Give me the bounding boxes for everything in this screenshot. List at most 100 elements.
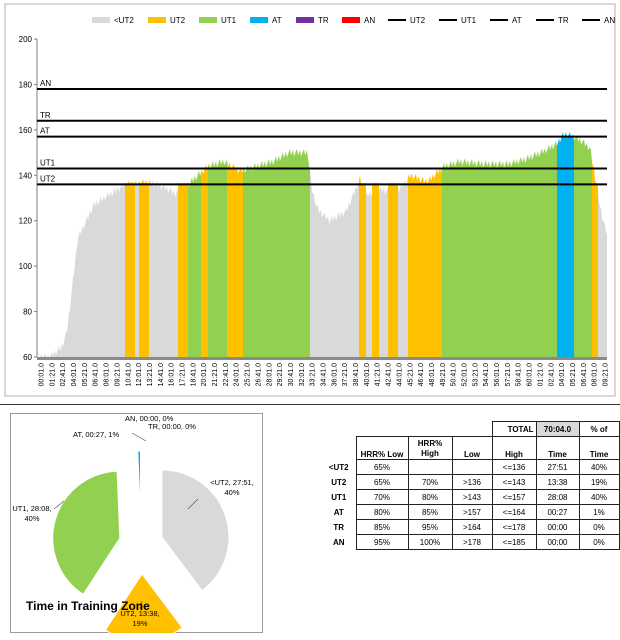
x-tick-label: 05:21.0	[570, 363, 577, 386]
bpm-high: <=136	[491, 459, 537, 475]
x-tick-label: 29:21.0	[277, 363, 284, 386]
table-row: TR 85% 95% >164 <=178 00:00 0%	[322, 519, 620, 535]
x-axis-baseline	[37, 357, 607, 360]
hrr-high: 100%	[407, 534, 453, 550]
header-high: High	[491, 436, 537, 460]
zone-area	[208, 159, 227, 357]
hrr-high: 70%	[407, 474, 453, 490]
header-hrr-low: HRR% Low	[355, 436, 409, 460]
legend-entry-ut2-fill: UT2	[148, 16, 186, 25]
x-tick-label: 54:41.0	[483, 363, 490, 386]
zone-segment-lt-ut2	[379, 185, 388, 357]
legend-swatch	[342, 17, 360, 23]
legend-label: TR	[558, 16, 569, 25]
x-tick-label: 16:01.0	[169, 363, 176, 386]
threshold-tr: TR	[37, 111, 607, 122]
bpm-low: >178	[451, 534, 493, 550]
hrr-high: 85%	[407, 504, 453, 520]
pie-leader-line	[53, 500, 65, 510]
pie-leader-line	[187, 498, 199, 510]
zone-pct: 1%	[578, 504, 620, 520]
x-tick-label: 40:01.0	[364, 363, 371, 386]
pie-slice-ut2: UT2, 13:38, 19%	[104, 573, 183, 633]
x-tick-label: 06:41.0	[581, 363, 588, 386]
threshold-label: UT2	[40, 174, 56, 183]
zone-segment-lt-ut2	[135, 179, 139, 357]
x-tick-label: 04:01.0	[559, 363, 566, 386]
x-tick-label: 30:41.0	[288, 363, 295, 386]
x-tick-label: 21:21.0	[212, 363, 219, 386]
legend-label: AN	[364, 16, 375, 25]
zone-segment-ut2	[388, 183, 398, 357]
x-tick-label: 53:21.0	[472, 363, 479, 386]
x-tick-label: 09:21.0	[114, 363, 121, 386]
zone-pct: 0%	[578, 534, 620, 550]
threshold-ut1: UT1	[37, 158, 607, 170]
zone-area	[366, 191, 372, 357]
x-tick-label: 28:01.0	[266, 363, 273, 386]
threshold-an: AN	[37, 79, 607, 90]
x-tick-label: 38:41.0	[353, 363, 360, 386]
x-tick-label: 04:01.0	[71, 363, 78, 386]
zone-segment-lt-ut2	[398, 177, 408, 357]
x-tick-label: 41:21.0	[375, 363, 382, 386]
zone-pct: 19%	[578, 474, 620, 490]
bpm-low: >143	[451, 489, 493, 505]
x-tick-label: 22:41.0	[223, 363, 230, 386]
zone-name: UT2	[331, 477, 347, 487]
chart-frame	[4, 3, 616, 397]
zone-area	[188, 170, 201, 357]
pie-slice-label: UT1, 28:08, 40%	[12, 504, 51, 523]
x-tick-label: 34:41.0	[321, 363, 328, 386]
legend-swatch	[250, 17, 268, 23]
legend-label: UT1	[221, 16, 237, 25]
zone-time: 28:08	[535, 489, 580, 505]
zone-area	[598, 190, 607, 357]
threshold-label: AT	[40, 127, 50, 136]
zone-area	[201, 164, 208, 357]
x-tick-label: 42:41.0	[386, 363, 393, 386]
pie-slice-ut1: UT1, 28:08, 40%	[12, 470, 121, 595]
legend-entry-at-fill: AT	[250, 16, 282, 25]
x-tick-label: 05:21.0	[82, 363, 89, 386]
zone-segment-lt-ut2	[366, 191, 372, 357]
legend-entry-an-line: AN	[582, 16, 615, 25]
zone-time: 00:00	[535, 519, 580, 535]
header-hrr-high: HRR% High	[407, 436, 453, 460]
x-axis: 00:01.0 01:21.0 02:41.0 04:01.0 05:21.0 06:41…	[37, 357, 610, 386]
zone-segment-ut1	[442, 140, 557, 357]
x-tick-label: 01:21.0	[537, 363, 544, 386]
zone-pct: 40%	[578, 489, 620, 505]
x-tick-label: 08:01.0	[592, 363, 599, 386]
zone-segment-lt-ut2	[598, 190, 607, 357]
legend-swatch	[199, 17, 217, 23]
bpm-high: <=185	[491, 534, 537, 550]
zone-area	[227, 159, 243, 357]
pie-wedge	[52, 470, 121, 595]
header-pct-time: Time	[578, 436, 620, 460]
total-label: TOTAL	[491, 421, 537, 437]
x-tick-label: 57:21.0	[505, 363, 512, 386]
zone-area	[310, 171, 359, 357]
zone-area	[388, 183, 398, 357]
pie-title: Time in Training Zone	[26, 599, 150, 613]
x-tick-label: 52:01.0	[462, 363, 469, 386]
legend-swatch	[148, 17, 166, 23]
legend-label: AT	[512, 16, 522, 25]
legend-label: AT	[272, 16, 282, 25]
zone-area	[149, 178, 178, 357]
y-axis: 60 80 100 120 140 160 180 200	[19, 35, 38, 362]
x-tick-label: 26:41.0	[255, 363, 262, 386]
table-row: AN 95% 100% >178 <=185 00:00 0%	[322, 534, 620, 550]
label-line: 19%	[132, 619, 147, 628]
bpm-low: >157	[451, 504, 493, 520]
x-tick-label: 36:01.0	[331, 363, 338, 386]
header-time: Time	[535, 436, 580, 460]
x-tick-label: 13:21.0	[147, 363, 154, 386]
y-tick-label: 100	[19, 262, 33, 271]
zone-area	[372, 183, 379, 357]
zone-segment-lt-ut2	[149, 178, 178, 357]
hrr-high: 95%	[407, 519, 453, 535]
y-tick-label: 120	[19, 217, 33, 226]
